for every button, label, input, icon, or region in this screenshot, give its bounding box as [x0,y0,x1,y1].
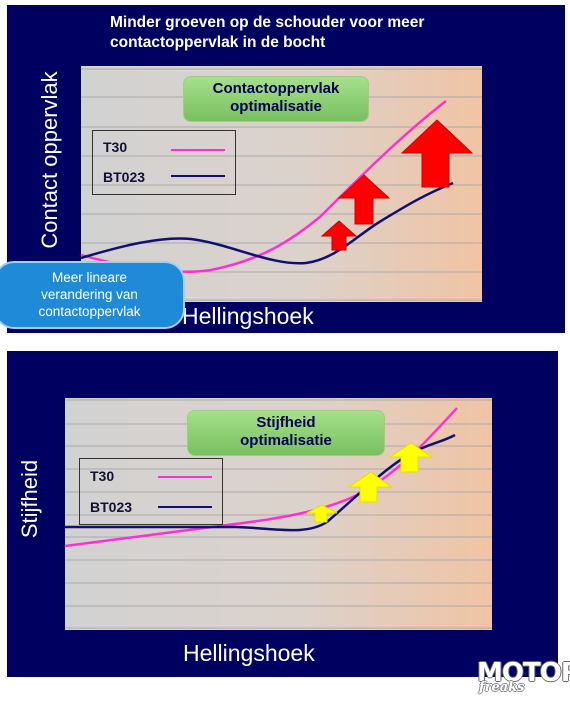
stiffness-plot-area: Stijfheid optimalisatie T30 BT023 [65,398,492,630]
red-arrow-small [320,220,358,251]
stiffness-chart [65,399,492,629]
chart-title-line-1: Minder groeven op de schouder voor meer [110,14,425,31]
legend-swatch-t30 [158,476,212,478]
logo-main-text: MOTOR [477,658,570,688]
callout-line-1: Meer lineare [51,270,128,285]
red-arrow-medium [337,174,391,225]
optimization-badge: Contactoppervlak optimalisatie [183,76,369,122]
y-axis-label: Contact oppervlak [37,71,62,249]
optimization-badge-stiffness: Stijfheid optimalisatie [187,410,385,456]
contact-plot-area: Contactoppervlak optimalisatie T30 BT023 [81,66,482,302]
callout-line-2: verandering van [41,287,138,302]
legend-label-t30: T30 [103,139,128,155]
stiffness-chart-panel: Stijfheid Stijfheid [7,351,558,677]
motorfreaks-logo: MOTOR freaks [477,659,570,703]
badge-line-1: Contactoppervlak [212,80,340,97]
logo-sub-text: freaks [479,680,525,695]
yellow-arrow-medium [347,471,393,503]
x-axis-label-stiffness: Hellingshoek [183,640,315,666]
badge-line-1: Stijfheid [256,414,316,431]
legend-swatch-bt023 [171,175,225,177]
linear-change-callout: Meer lineare verandering van contactoppe… [0,261,185,329]
chart-legend-stiffness: T30 BT023 [79,458,223,525]
badge-line-2: optimalisatie [230,98,322,115]
legend-label-t30: T30 [90,468,115,484]
series-line-bt023 [81,181,454,265]
yellow-arrow-large [388,442,434,473]
legend-label-bt023: BT023 [103,169,146,185]
yellow-arrow-small [306,504,338,523]
legend-swatch-bt023 [158,506,212,508]
chart-title-line-2: contactoppervlak in de bocht [110,34,326,51]
red-arrow-large [400,119,474,188]
chart-legend: T30 BT023 [92,130,236,195]
x-axis-label: Hellingshoek [182,303,314,329]
legend-swatch-t30 [171,149,225,151]
callout-line-3: contactoppervlak [38,304,141,319]
badge-line-2: optimalisatie [240,432,332,449]
y-axis-label-stiffness: Stijfheid [17,459,42,539]
legend-label-bt023: BT023 [90,499,133,515]
